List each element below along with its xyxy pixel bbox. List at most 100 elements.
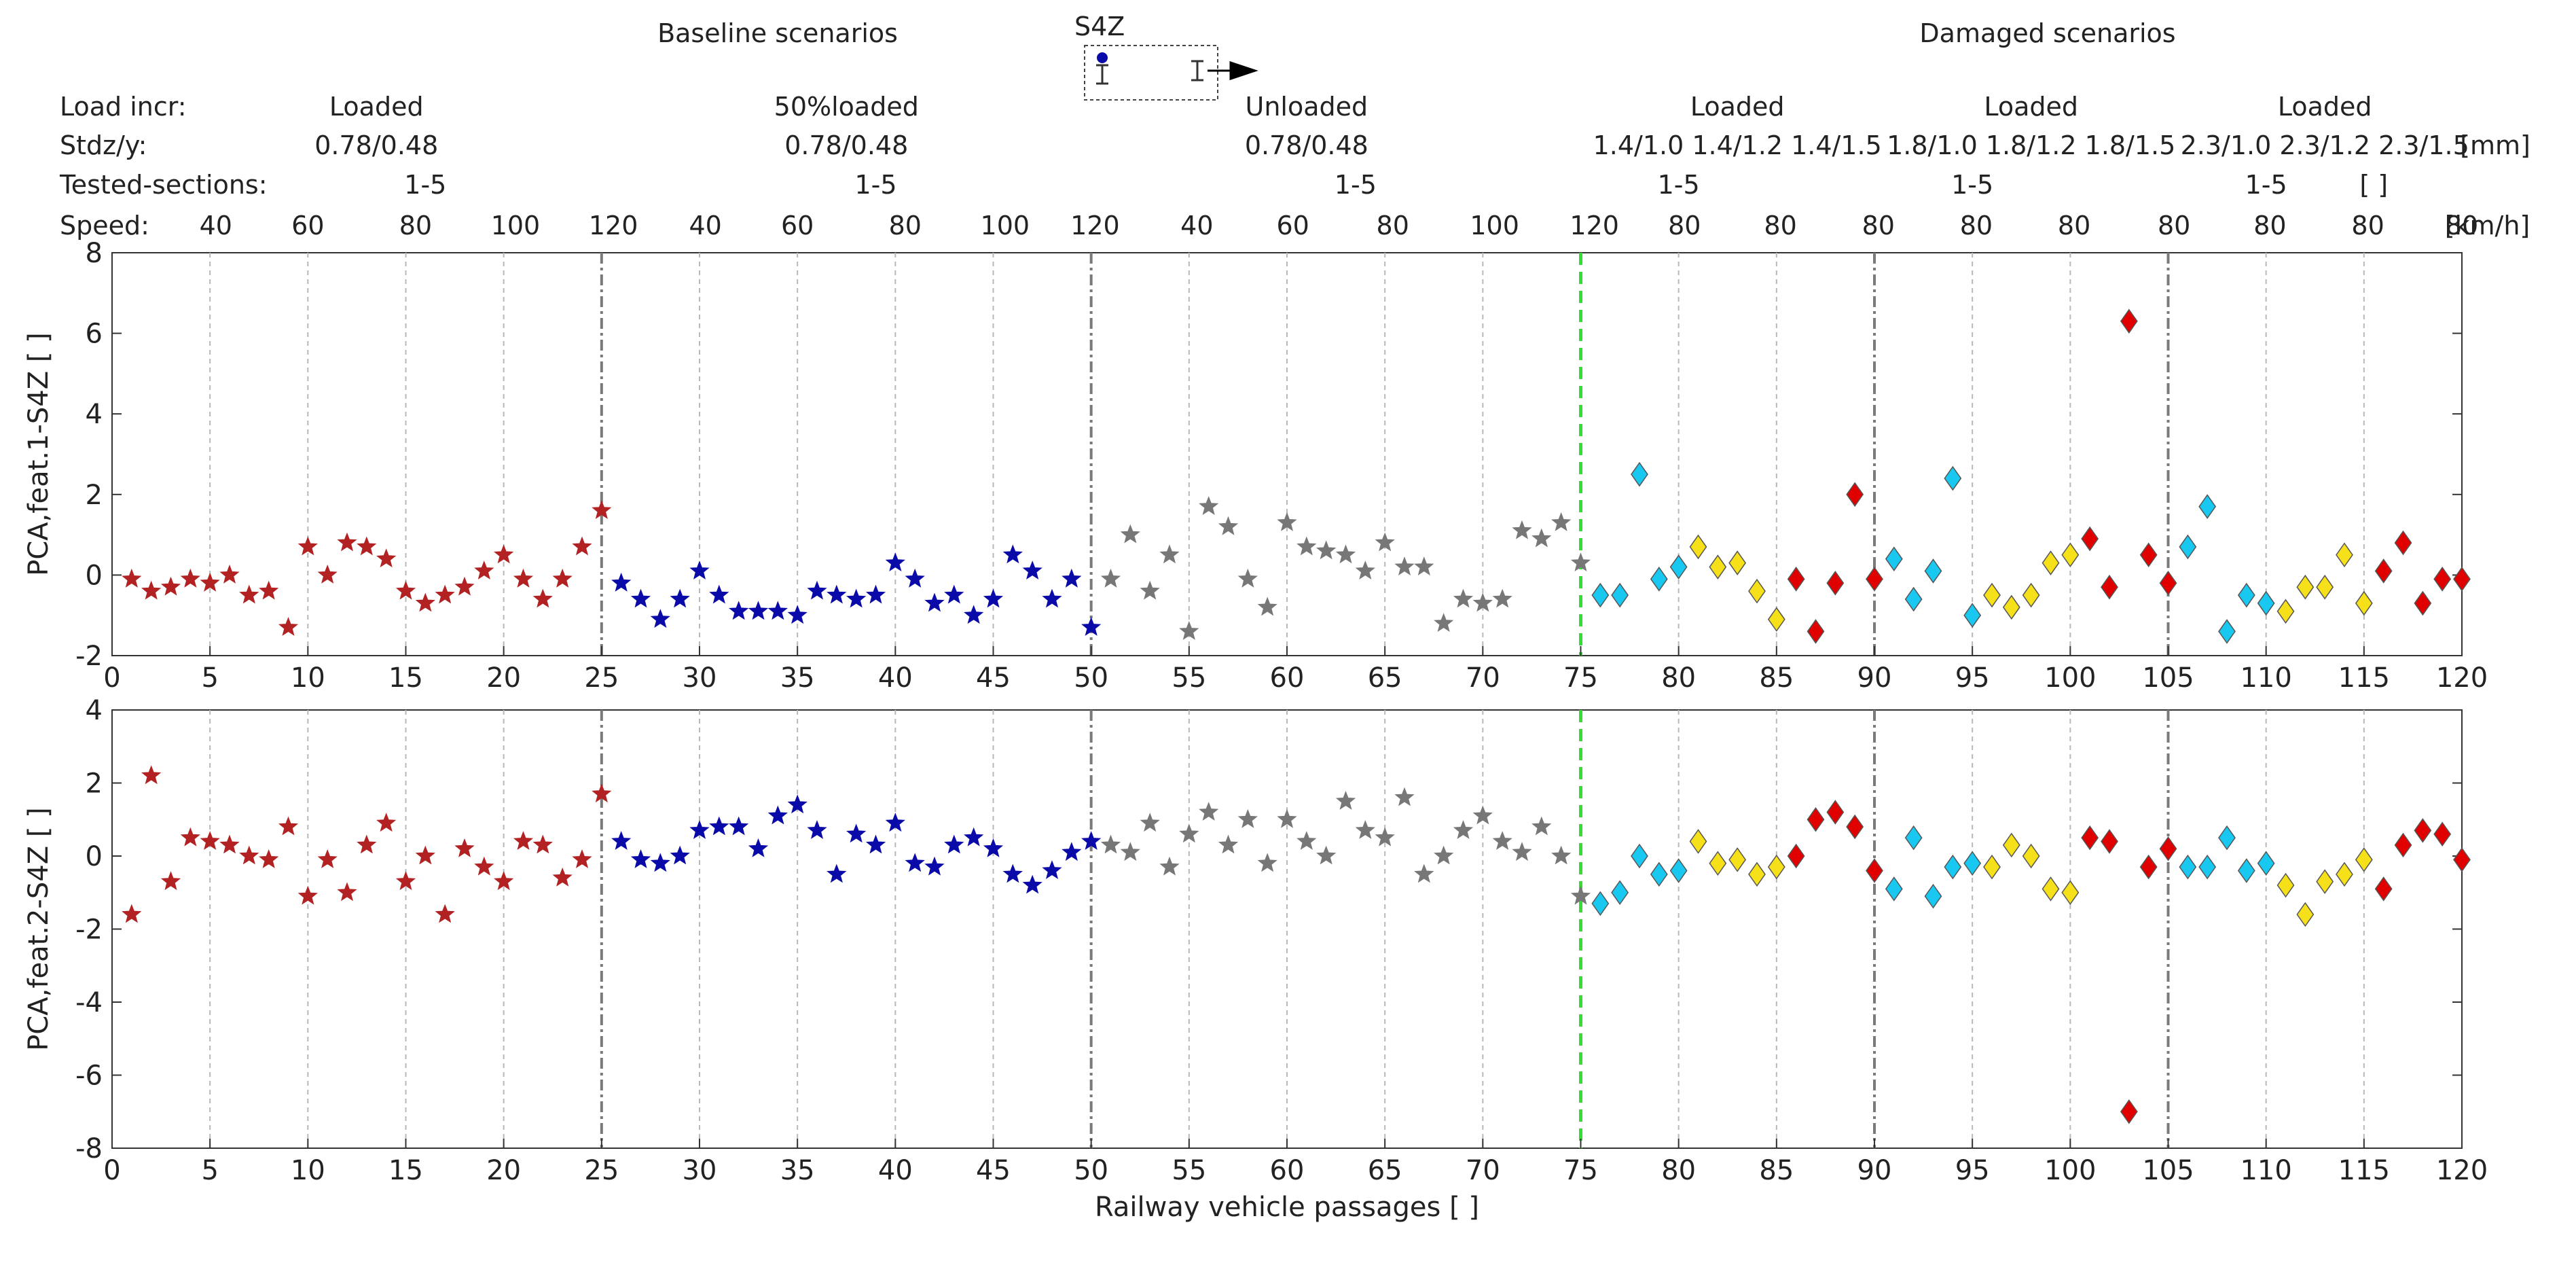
speed-value: 80 bbox=[2158, 211, 2190, 241]
baseline-title: Baseline scenarios bbox=[657, 18, 898, 48]
data-point-diamond bbox=[2022, 582, 2040, 608]
speed-value: 80 bbox=[2351, 211, 2384, 241]
load-value: 50%loaded bbox=[774, 92, 919, 122]
data-point-star bbox=[376, 548, 397, 568]
data-point-diamond bbox=[1709, 554, 1727, 580]
stdz-value: 1.8/1.0 1.8/1.2 1.8/1.5 bbox=[1887, 130, 2175, 160]
data-point-star bbox=[611, 572, 632, 592]
speed-value: 60 bbox=[781, 211, 814, 241]
data-point-star bbox=[1296, 536, 1317, 556]
data-point-diamond bbox=[2414, 818, 2432, 843]
sensor-beam-right-icon bbox=[1191, 60, 1203, 82]
data-point-star bbox=[1531, 528, 1552, 548]
x-tick-label: 80 bbox=[1661, 662, 1696, 694]
data-point-star bbox=[395, 580, 416, 600]
speed-value: 100 bbox=[491, 211, 541, 241]
data-point-star bbox=[1237, 568, 1258, 588]
data-point-diamond bbox=[1885, 876, 1903, 902]
data-point-diamond bbox=[2414, 590, 2432, 616]
section-value: 1-5 bbox=[404, 170, 446, 200]
x-tick-label: 0 bbox=[103, 1155, 120, 1186]
data-point-diamond bbox=[1963, 603, 1982, 628]
x-tick-label: 20 bbox=[486, 1155, 521, 1186]
data-point-diamond bbox=[1709, 851, 1727, 876]
data-point-diamond bbox=[1650, 567, 1668, 592]
data-point-star bbox=[1159, 544, 1180, 564]
data-point-star bbox=[807, 820, 827, 839]
sensor-schematic: S4Z bbox=[1074, 12, 1258, 101]
y-tick-label: 0 bbox=[86, 841, 103, 872]
x-tick-label: 100 bbox=[2044, 662, 2096, 694]
row-label-speed: Speed: bbox=[60, 211, 149, 241]
data-point-star bbox=[1434, 613, 1454, 633]
data-point-star bbox=[885, 552, 905, 572]
data-point-star bbox=[1199, 496, 1219, 516]
data-point-star bbox=[1257, 597, 1277, 616]
data-point-star bbox=[297, 536, 318, 556]
data-point-diamond bbox=[1866, 567, 1883, 592]
x-tick-label: 55 bbox=[1172, 662, 1206, 694]
stdz-value: 0.78/0.48 bbox=[784, 130, 908, 160]
row-label-load: Load incr: bbox=[60, 92, 187, 122]
data-point-star bbox=[1570, 552, 1591, 572]
x-tick-label: 85 bbox=[1759, 1155, 1794, 1186]
speed-value: 100 bbox=[981, 211, 1030, 241]
data-point-diamond bbox=[2276, 872, 2295, 898]
data-point-star bbox=[1002, 544, 1023, 564]
x-tick-label: 115 bbox=[2338, 662, 2390, 694]
data-point-diamond bbox=[1728, 847, 1747, 872]
data-point-diamond bbox=[1767, 854, 1785, 880]
stdz-value: 0.78/0.48 bbox=[314, 130, 438, 160]
data-point-diamond bbox=[1944, 854, 1962, 880]
data-point-star bbox=[787, 605, 808, 624]
data-point-star bbox=[1531, 816, 1552, 836]
stdz-unit: [mm] bbox=[2460, 130, 2530, 160]
data-point-diamond bbox=[2120, 1099, 2138, 1124]
data-point-star bbox=[905, 568, 925, 588]
data-point-star bbox=[357, 536, 377, 556]
data-point-star bbox=[200, 831, 220, 850]
x-tick-label: 65 bbox=[1368, 1155, 1402, 1186]
data-point-star bbox=[1100, 568, 1121, 588]
x-tick-label: 90 bbox=[1857, 1155, 1892, 1186]
speed-value: 120 bbox=[589, 211, 638, 241]
section-unit: [ ] bbox=[2359, 170, 2388, 200]
data-point-diamond bbox=[2237, 858, 2255, 883]
x-tick-label: 110 bbox=[2240, 1155, 2291, 1186]
data-point-star bbox=[689, 561, 710, 580]
row-label-sections: Tested-sections: bbox=[59, 170, 268, 200]
stdz-value: 0.78/0.48 bbox=[1245, 130, 1368, 160]
data-point-diamond bbox=[2179, 854, 2197, 880]
data-point-star bbox=[1140, 580, 1160, 600]
data-point-diamond bbox=[2061, 542, 2080, 568]
data-point-star bbox=[827, 584, 847, 604]
sensor-dot bbox=[1097, 52, 1108, 63]
x-tick-label: 75 bbox=[1563, 662, 1598, 694]
data-point-star bbox=[1355, 561, 1375, 580]
data-point-star bbox=[983, 838, 1004, 857]
x-tick-label: 95 bbox=[1955, 1155, 1990, 1186]
data-point-star bbox=[670, 845, 690, 865]
x-tick-label: 60 bbox=[1270, 662, 1305, 694]
data-point-star bbox=[1394, 787, 1415, 806]
data-point-star bbox=[729, 601, 749, 620]
data-point-star bbox=[1375, 827, 1395, 847]
x-tick-label: 60 bbox=[1270, 1155, 1305, 1186]
data-point-star bbox=[357, 834, 377, 854]
stdz-value: 1.4/1.0 1.4/1.2 1.4/1.5 bbox=[1593, 130, 1882, 160]
x-tick-label: 40 bbox=[878, 662, 913, 694]
data-point-star bbox=[1081, 617, 1102, 636]
x-tick-label: 5 bbox=[201, 662, 218, 694]
section-value: 1-5 bbox=[1335, 170, 1377, 200]
speed-value: 120 bbox=[1070, 211, 1120, 241]
data-point-star bbox=[239, 584, 259, 604]
data-point-diamond bbox=[2101, 829, 2118, 854]
x-tick-label: 110 bbox=[2240, 662, 2291, 694]
data-point-diamond bbox=[1826, 570, 1845, 596]
data-point-star bbox=[141, 580, 162, 600]
y-tick-label: 4 bbox=[86, 695, 103, 726]
data-point-star bbox=[1042, 588, 1062, 608]
data-point-star bbox=[122, 568, 142, 588]
data-point-star bbox=[670, 588, 690, 608]
x-tick-label: 15 bbox=[388, 1155, 423, 1186]
